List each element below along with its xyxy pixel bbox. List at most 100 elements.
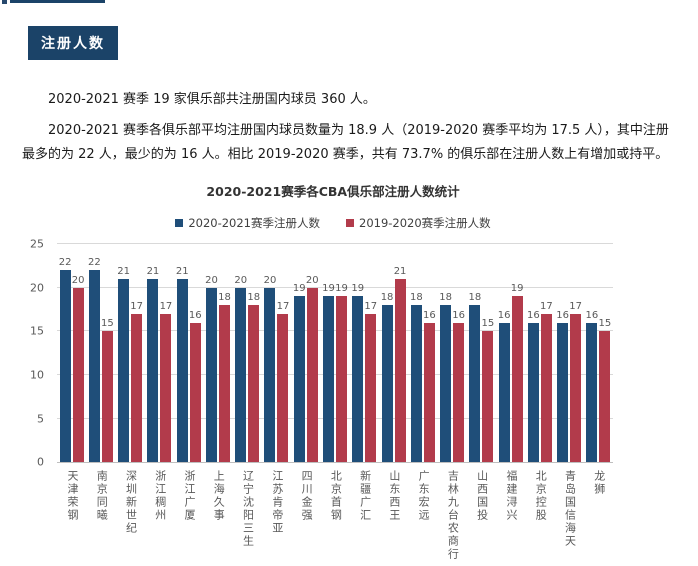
bar [218,305,230,463]
category-label: 四川金强 [300,470,314,523]
bar [540,313,552,463]
bar-with-label: 20 [306,275,319,463]
x-label-cell: 浙江广厦 [174,470,203,561]
x-label-cell: 上海久事 [203,470,232,561]
bar-value-label: 21 [175,266,189,278]
bar [586,322,598,463]
legend-label: 2020-2021赛季注册人数 [188,216,320,231]
x-label-cell: 吉林九台农商行 [437,470,466,561]
bar [394,279,406,463]
bar-with-label: 15 [481,318,495,463]
bar [352,296,364,463]
bar-value-label: 18 [218,292,231,304]
bar [131,313,143,463]
bar [482,331,494,463]
bar [293,296,305,463]
y-axis-tick-label: 0 [37,455,44,469]
bar-value-label: 16 [556,309,570,321]
x-label-cell: 四川金强 [291,470,320,561]
x-label-cell: 辽宁沈阳三生 [233,470,262,561]
bar [235,287,247,463]
legend-swatch-red [346,219,354,228]
category-label: 福建浔兴 [504,470,518,523]
y-axis-tick-label: 15 [30,324,44,338]
category-label: 新疆广汇 [358,470,372,523]
bar-with-label: 22 [88,258,101,463]
bar-group: 16 19 [496,283,525,463]
gridline [57,286,613,288]
category-label: 天津荣钢 [65,470,79,523]
bar-value-label: 19 [510,283,524,295]
bar-with-label: 21 [117,266,131,463]
x-label-cell: 龙狮 [584,470,613,561]
bar-with-label: 17 [130,301,143,463]
x-label-cell: 天津荣钢 [57,470,86,561]
bar [118,279,130,463]
bar-value-label: 16 [452,309,465,321]
bar [277,313,289,463]
bar-group: 16 15 [584,310,613,463]
bar-value-label: 19 [322,283,335,295]
bar [59,270,71,463]
bar-value-label: 15 [598,318,612,330]
bar-with-label: 19 [293,284,306,463]
bar [511,296,523,463]
bar [381,305,393,463]
bar-value-label: 17 [364,300,378,312]
bar [176,279,188,463]
legend-swatch-blue [175,219,184,228]
bar-with-label: 18 [380,292,394,463]
section-badge-label: 注册人数 [41,36,105,52]
y-axis-tick-label: 10 [30,368,44,382]
bar-with-label: 16 [452,309,465,463]
bar-with-label: 20 [234,275,247,463]
bar-group: 20 18 [203,274,232,463]
bar-value-label: 21 [117,266,131,278]
bar-with-label: 16 [423,310,436,463]
category-label: 北京首钢 [329,470,343,523]
category-label: 江苏肯帝亚 [270,470,284,536]
bar-with-label: 16 [189,310,202,463]
bar-group: 22 20 [57,258,86,463]
bar-with-label: 16 [586,310,598,463]
bar-with-label: 18 [410,293,423,463]
x-label-cell: 青岛国信海天 [555,470,584,561]
bar-with-label: 15 [598,318,612,463]
category-label: 北京控股 [534,470,548,523]
category-label: 浙江稠州 [153,470,167,523]
bar-with-label: 19 [335,283,348,463]
y-axis-tick-label: 20 [30,281,44,295]
bar-value-label: 18 [380,292,394,304]
category-label: 龙狮 [592,470,606,497]
category-label: 山东西王 [387,470,401,523]
category-label: 吉林九台农商行 [446,470,460,562]
chart-legend: 2020-2021赛季注册人数 2019-2020赛季注册人数 [28,215,638,231]
category-label: 山西国投 [475,470,489,523]
legend-label: 2019-2020赛季注册人数 [359,216,491,231]
bar-value-label: 15 [481,318,495,330]
bar [410,305,422,463]
bar [88,270,100,463]
bar-value-label: 18 [439,292,452,304]
bar-with-label: 17 [160,301,172,463]
gridline [57,243,613,245]
bar-group: 20 18 [233,275,262,463]
bar-with-label: 17 [540,301,553,463]
bar-with-label: 20 [72,275,85,463]
bar-value-label: 19 [335,283,348,295]
legend-item-2020-2021: 2020-2021赛季注册人数 [175,215,320,231]
bar-value-label: 21 [146,266,160,278]
y-axis-tick-label: 5 [37,412,44,426]
body-text: 2020-2021 赛季 19 家俱乐部共注册国内球员 360 人。 2020-… [22,88,676,167]
bar-group: 19 17 [350,284,379,463]
gridline [57,373,613,375]
bar [423,322,435,463]
gridline [57,330,613,332]
bar-value-label: 20 [205,274,218,286]
x-label-cell: 北京控股 [525,470,554,561]
top-divider-remnant [10,0,105,3]
bar [248,305,260,463]
bar [453,322,465,463]
bar [189,322,201,463]
section-badge: 注册人数 [28,26,118,60]
